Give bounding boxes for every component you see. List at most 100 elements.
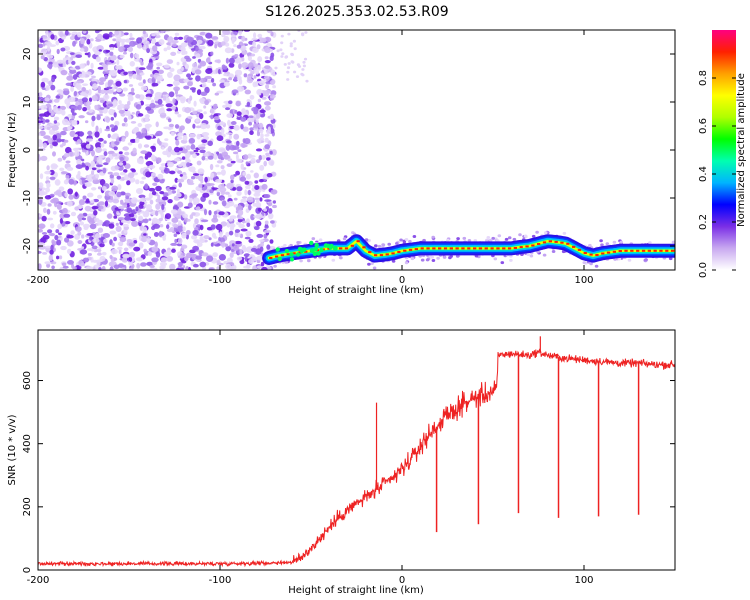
noise-speckle xyxy=(118,249,122,255)
noise-speckle xyxy=(118,162,124,166)
noise-speckle xyxy=(90,248,95,252)
noise-speckle xyxy=(155,157,162,164)
noise-speckle xyxy=(176,61,180,66)
noise-speckle xyxy=(76,139,82,145)
noise-speckle xyxy=(86,266,94,270)
noise-speckle xyxy=(228,100,233,104)
noise-speckle xyxy=(65,146,72,154)
x-tick-label: -100 xyxy=(209,275,232,286)
noise-speckle xyxy=(241,108,246,114)
noise-speckle xyxy=(141,127,147,134)
noise-speckle xyxy=(92,83,98,90)
noise-speckle xyxy=(191,88,196,93)
noise-speckle xyxy=(100,142,105,148)
noise-speckle xyxy=(199,31,206,36)
noise-speckle xyxy=(140,150,148,155)
noise-speckle xyxy=(222,30,230,35)
noise-speckle xyxy=(96,249,102,252)
noise-speckle xyxy=(103,65,108,72)
noise-speckle xyxy=(253,109,258,115)
noise-speckle xyxy=(96,33,103,40)
noise-speckle xyxy=(135,74,141,80)
noise-speckle xyxy=(254,185,260,190)
noise-speckle xyxy=(138,194,146,199)
noise-speckle xyxy=(195,206,201,211)
noise-speckle xyxy=(210,172,215,179)
noise-speckle xyxy=(56,203,62,210)
figure-title: S126.2025.353.02.53.R09 xyxy=(265,4,448,20)
noise-speckle xyxy=(172,43,177,47)
noise-speckle xyxy=(137,143,143,149)
noise-speckle xyxy=(166,224,170,230)
noise-speckle xyxy=(67,248,72,255)
noise-speckle xyxy=(148,187,156,192)
noise-speckle xyxy=(45,176,50,181)
noise-speckle xyxy=(242,154,249,160)
noise-speckle xyxy=(250,70,255,75)
noise-speckle xyxy=(117,65,123,70)
noise-speckle xyxy=(103,151,108,157)
noise-speckle xyxy=(193,263,199,268)
noise-speckle xyxy=(219,197,225,201)
trace-halo xyxy=(617,257,622,261)
noise-speckle xyxy=(167,118,172,123)
noise-speckle xyxy=(168,123,174,128)
noise-speckle xyxy=(51,265,55,270)
noise-speckle xyxy=(233,245,240,251)
noise-speckle xyxy=(264,65,271,69)
noise-speckle xyxy=(203,235,210,240)
trace-halo xyxy=(612,240,617,244)
trace-halo xyxy=(422,238,426,242)
noise-speckle xyxy=(264,92,270,97)
snr-panel: -200 -100 0 100 0 200 400 600 Height of straig… xyxy=(7,329,676,596)
noise-speckle xyxy=(163,251,171,257)
noise-speckle xyxy=(128,213,135,218)
noise-speckle xyxy=(169,186,177,190)
noise-speckle xyxy=(39,173,44,180)
noise-speckle xyxy=(126,180,131,186)
noise-speckle xyxy=(64,237,70,243)
noise-speckle xyxy=(223,81,230,87)
noise-speckle xyxy=(255,159,261,164)
noise-speckle xyxy=(291,60,295,64)
noise-speckle xyxy=(187,81,193,87)
noise-speckle xyxy=(44,195,52,200)
noise-speckle xyxy=(107,213,113,219)
noise-speckle xyxy=(211,78,215,83)
noise-speckle xyxy=(39,91,43,98)
noise-speckle xyxy=(199,149,206,154)
noise-speckle xyxy=(105,157,111,164)
trace-blob xyxy=(313,246,319,252)
noise-speckle xyxy=(91,170,95,175)
noise-speckle xyxy=(259,239,265,243)
noise-speckle xyxy=(109,47,115,51)
trace-halo xyxy=(462,236,467,240)
noise-speckle xyxy=(104,200,109,207)
noise-speckle xyxy=(59,31,64,38)
noise-speckle xyxy=(108,31,114,38)
noise-speckle xyxy=(195,240,199,244)
noise-speckle xyxy=(113,215,118,219)
trace-halo xyxy=(296,241,300,244)
noise-speckle xyxy=(58,232,62,236)
noise-speckle xyxy=(40,81,46,88)
noise-speckle xyxy=(98,201,105,206)
noise-speckle xyxy=(85,144,91,149)
noise-speckle xyxy=(113,264,120,270)
noise-speckle xyxy=(121,257,128,263)
trace-halo xyxy=(446,238,450,242)
noise-speckle xyxy=(246,173,251,180)
noise-speckle xyxy=(143,144,150,148)
noise-speckle xyxy=(244,189,248,196)
noise-speckle xyxy=(106,61,112,65)
colorbar-ticks: 0.0 0.2 0.4 0.6 0.8 xyxy=(698,70,736,278)
noise-speckle xyxy=(113,172,120,177)
noise-speckle xyxy=(109,266,114,270)
noise-speckle xyxy=(170,242,178,246)
noise-speckle xyxy=(258,122,263,129)
noise-speckle xyxy=(118,100,122,105)
noise-speckle xyxy=(234,109,238,114)
noise-speckle xyxy=(219,121,225,126)
noise-speckle xyxy=(151,191,157,196)
noise-speckle xyxy=(154,133,160,137)
